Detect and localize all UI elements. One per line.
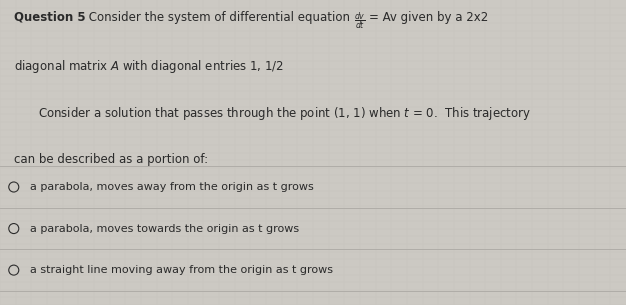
Text: Consider a solution that passes through the point (1, 1) when $t$ = 0.  This tra: Consider a solution that passes through …: [38, 105, 531, 122]
Text: a parabola, moves away from the origin as t grows: a parabola, moves away from the origin a…: [30, 182, 314, 192]
Text: $\frac{dv}{dt}$: $\frac{dv}{dt}$: [354, 11, 366, 32]
Text: can be described as a portion of:: can be described as a portion of:: [14, 152, 208, 166]
Text: a parabola, moves towards the origin as t grows: a parabola, moves towards the origin as …: [30, 224, 299, 234]
Text: diagonal matrix $A$ with diagonal entries 1, 1/2: diagonal matrix $A$ with diagonal entrie…: [14, 58, 284, 75]
Text: Consider the system of differential equation: Consider the system of differential equa…: [85, 11, 354, 24]
Text: a straight line moving away from the origin as t grows: a straight line moving away from the ori…: [30, 265, 333, 275]
Text: = Av given by a 2x2: = Av given by a 2x2: [369, 11, 488, 24]
Text: Question 5: Question 5: [14, 11, 85, 24]
